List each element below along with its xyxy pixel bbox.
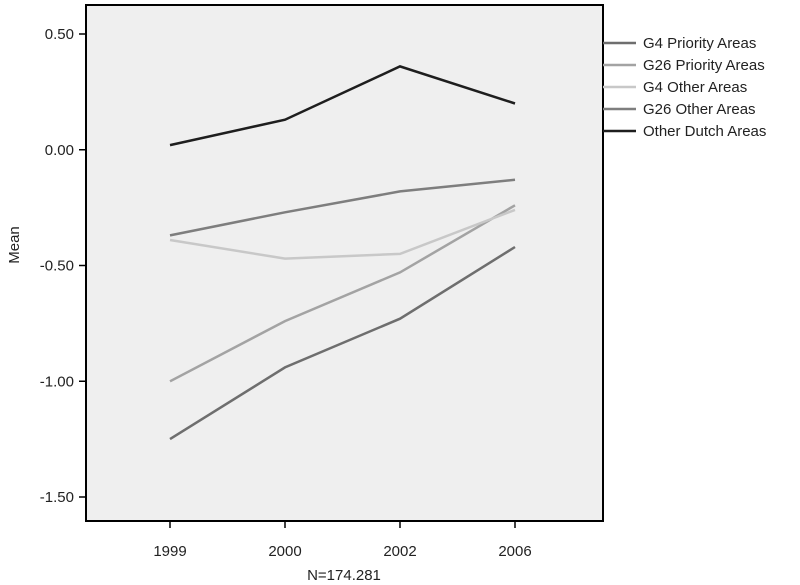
x-axis-title: N=174.281 — [307, 567, 381, 584]
legend-label: G4 Priority Areas — [643, 35, 756, 52]
y-tick-label: -0.50 — [40, 258, 74, 275]
series-line — [169, 178, 516, 237]
legend-label: G26 Other Areas — [643, 101, 756, 118]
legend-label: G26 Priority Areas — [643, 57, 765, 74]
x-tick-label: 1999 — [153, 543, 186, 560]
x-tick-label: 2006 — [498, 543, 531, 560]
series-lines — [169, 65, 516, 441]
y-tick-label: -1.50 — [40, 489, 74, 506]
series-line — [169, 204, 516, 383]
y-tick-label: 0.00 — [45, 142, 74, 159]
series-line — [169, 245, 516, 441]
y-tick-label: 0.50 — [45, 26, 74, 43]
series-line — [169, 208, 516, 260]
legend-label: Other Dutch Areas — [643, 123, 766, 140]
y-axis: 0.50 0.00 -0.50 -1.00 -1.50 — [40, 26, 86, 506]
x-tick-label: 2000 — [268, 543, 301, 560]
legend-label: G4 Other Areas — [643, 79, 747, 96]
y-axis-title: Mean — [6, 226, 23, 264]
x-tick-label: 2002 — [383, 543, 416, 560]
legend: G4 Priority Areas G26 Priority Areas G4 Ot… — [603, 35, 766, 140]
y-tick-label: -1.00 — [40, 373, 74, 390]
x-axis: 1999 2000 2002 2006 — [153, 521, 532, 560]
series-line — [169, 65, 516, 147]
plot-area — [85, 4, 604, 522]
